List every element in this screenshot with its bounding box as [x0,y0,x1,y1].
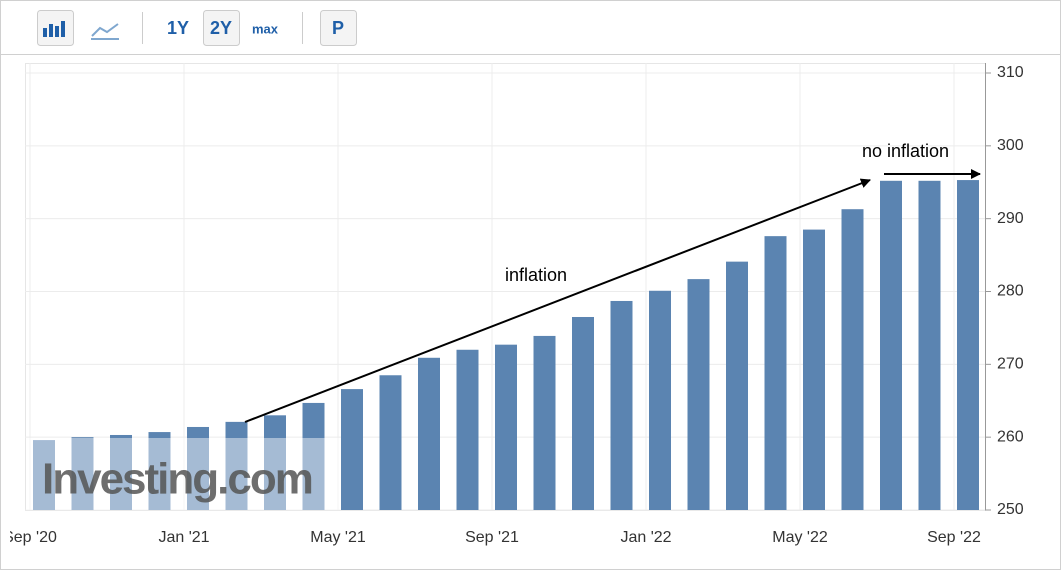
x-tick-label: Jan '22 [620,529,671,546]
bar [456,349,479,510]
bar [379,375,402,510]
range-button[interactable]: 2Y [210,18,232,38]
line-chart-button[interactable] [91,23,119,40]
bar [957,180,979,510]
y-tick-label: 270 [997,356,1024,373]
bar [341,389,363,510]
bar [764,236,787,510]
annotation-arrow [244,178,871,423]
y-tick-label: 280 [997,283,1024,300]
watermark-overlay [26,438,341,510]
y-tick-label: 290 [997,210,1024,227]
bar [687,279,710,510]
y-tick-label: 300 [997,137,1024,154]
bar-chart-button[interactable] [37,10,74,46]
y-tick-label: 310 [997,64,1024,81]
p-button[interactable]: P [332,18,344,38]
bar [803,229,825,510]
range-button[interactable]: 1Y [167,18,189,38]
watermark: Investing.com [42,455,312,504]
x-tick-label: Sep '20 [3,529,57,546]
x-tick-label: Jan '21 [158,529,209,546]
bar [610,300,633,510]
bar [302,402,325,510]
x-tick-label: Sep '22 [927,529,981,546]
bar [841,209,864,510]
button-frame [203,10,240,46]
x-tick-label: Sep '21 [465,529,519,546]
bar [148,432,171,510]
y-tick-label: 260 [997,428,1024,445]
bar [225,421,248,510]
bar [71,437,94,510]
bar [649,290,671,510]
range-button[interactable]: max [252,21,279,36]
x-tick-label: May '21 [310,529,366,546]
plot: 250 260 270 280 290 300 310 Sep '20 Jan '21 May '… [3,63,1024,546]
bar [33,440,55,510]
bar [110,434,132,510]
bar [187,426,209,510]
bar [533,335,556,510]
x-tick-label: May '22 [772,529,828,546]
bar [264,415,286,510]
bar [726,261,748,510]
bar [572,316,594,510]
button-frame [320,10,357,46]
annotation: no inflation [862,141,949,161]
bar [918,180,941,510]
y-tick-label: 250 [997,501,1024,518]
bar [880,180,902,510]
bar [495,344,517,510]
annotation: inflation [505,265,567,285]
bar [418,357,440,510]
